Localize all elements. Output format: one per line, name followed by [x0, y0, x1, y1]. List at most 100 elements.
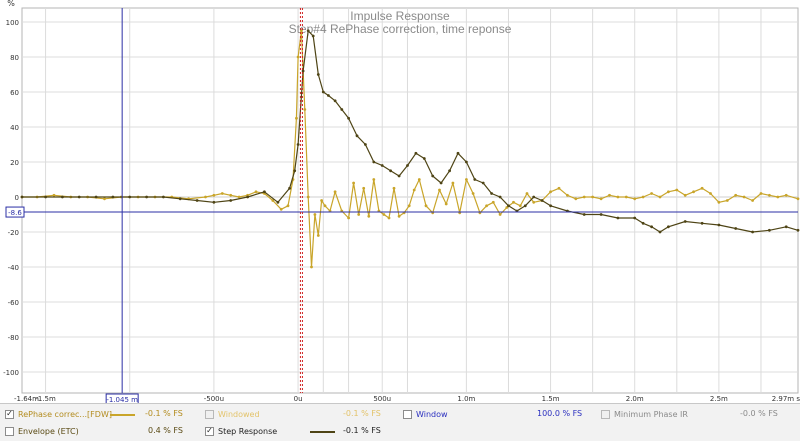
data-point	[355, 134, 359, 138]
data-point	[327, 94, 330, 97]
data-point	[616, 216, 620, 220]
data-point	[658, 195, 662, 199]
data-point	[717, 223, 721, 227]
data-point	[608, 193, 611, 197]
data-point	[303, 108, 307, 111]
data-point	[204, 195, 207, 199]
data-point	[709, 192, 712, 195]
data-point	[77, 195, 81, 199]
data-point	[229, 193, 233, 197]
data-point	[507, 204, 510, 208]
x-tick-label: 1.5m	[542, 395, 560, 403]
checkbox-window[interactable]	[403, 409, 412, 419]
legend-item-window[interactable]: Window	[403, 407, 448, 421]
x-tick-label: 500u	[373, 395, 391, 403]
x-tick-label: 2.5m	[710, 395, 728, 403]
data-point	[734, 193, 738, 197]
legend-item-minimum-phase[interactable]: Minimum Phase IR	[601, 407, 688, 421]
data-point	[582, 213, 586, 216]
data-point	[316, 234, 320, 237]
data-point	[372, 160, 376, 164]
impulse-response-chart[interactable]: 100 80 60 40 20 0 -20 -40 -60 -80 -100 -1.64m-1.5m…	[0, 0, 800, 403]
data-point	[311, 34, 315, 38]
y-tick-label: 0	[15, 194, 19, 202]
data-point	[641, 221, 645, 225]
checkbox-rephase[interactable]: ✓	[5, 409, 14, 419]
data-point	[523, 204, 527, 208]
data-point	[700, 186, 704, 190]
data-point	[94, 195, 98, 199]
data-point	[683, 193, 687, 197]
data-point	[295, 116, 298, 120]
data-point	[641, 195, 645, 199]
y-tick-label: 20	[10, 159, 19, 167]
value-envelope: 0.4 % FS	[148, 426, 183, 435]
data-point	[532, 195, 536, 199]
data-point	[128, 195, 132, 199]
data-point	[498, 195, 502, 199]
data-point	[444, 202, 448, 206]
data-point	[279, 207, 283, 211]
data-point	[406, 164, 409, 167]
data-point	[431, 174, 435, 178]
data-point	[439, 181, 443, 185]
data-point	[784, 225, 788, 229]
data-point	[485, 204, 488, 208]
data-point	[352, 181, 355, 185]
x-tick-label: -1.5m	[35, 395, 56, 403]
data-point	[103, 197, 106, 201]
y-tick-label: 80	[10, 54, 19, 62]
data-point	[220, 192, 224, 195]
data-point	[518, 204, 522, 208]
data-point	[229, 199, 233, 202]
legend-item-envelope[interactable]: Envelope (ETC)	[5, 424, 79, 438]
data-point	[178, 197, 182, 201]
data-point	[313, 213, 317, 216]
data-point	[362, 186, 366, 190]
data-point	[246, 195, 250, 199]
checkbox-windowed[interactable]	[205, 409, 214, 419]
checkbox-envelope[interactable]	[5, 426, 14, 436]
legend-item-windowed[interactable]: Windowed	[205, 407, 260, 421]
plot-area[interactable]	[21, 7, 799, 394]
data-point	[768, 228, 771, 232]
data-point	[382, 213, 386, 216]
data-point	[323, 204, 327, 208]
data-point	[498, 213, 502, 216]
data-point	[310, 265, 313, 269]
legend-item-rephase[interactable]: ✓ RePhase correc...[FDW]	[5, 407, 112, 421]
x-readout: -1.045 m	[106, 396, 138, 403]
data-point	[465, 178, 468, 181]
value-windowed: -0.1 % FS	[343, 409, 381, 418]
data-point	[333, 99, 337, 103]
data-point	[288, 186, 291, 190]
data-point	[725, 199, 729, 202]
data-point	[414, 151, 418, 155]
data-point	[212, 200, 216, 204]
checkbox-minimum-phase[interactable]	[601, 409, 610, 419]
data-point	[392, 186, 396, 190]
checkbox-step-response[interactable]: ✓	[205, 426, 214, 436]
legend-item-step-response[interactable]: ✓ Step Response	[205, 424, 277, 438]
data-point	[776, 195, 780, 199]
legend-bar: ✓ RePhase correc...[FDW] -0.1 % FS Windo…	[0, 403, 800, 441]
swatch-step-response	[310, 431, 335, 433]
y-axis-ticks: 100 80 60 40 20 0 -20 -40 -60 -80 -100	[3, 19, 19, 377]
data-point	[237, 195, 241, 199]
data-point	[456, 151, 460, 155]
data-point	[692, 190, 695, 194]
marker-layer: -8.6 -1.045 m	[5, 8, 798, 403]
data-point	[412, 188, 416, 192]
data-point	[417, 178, 421, 181]
chart-title: Impulse Response	[350, 9, 450, 23]
data-point	[742, 195, 746, 199]
data-point	[61, 195, 64, 199]
data-point	[451, 181, 455, 185]
data-point	[491, 200, 495, 204]
data-point	[751, 230, 754, 234]
data-point	[387, 216, 391, 220]
y-tick-label: 60	[10, 89, 19, 97]
data-point	[624, 195, 628, 199]
data-point	[549, 190, 552, 194]
data-point	[438, 188, 441, 192]
